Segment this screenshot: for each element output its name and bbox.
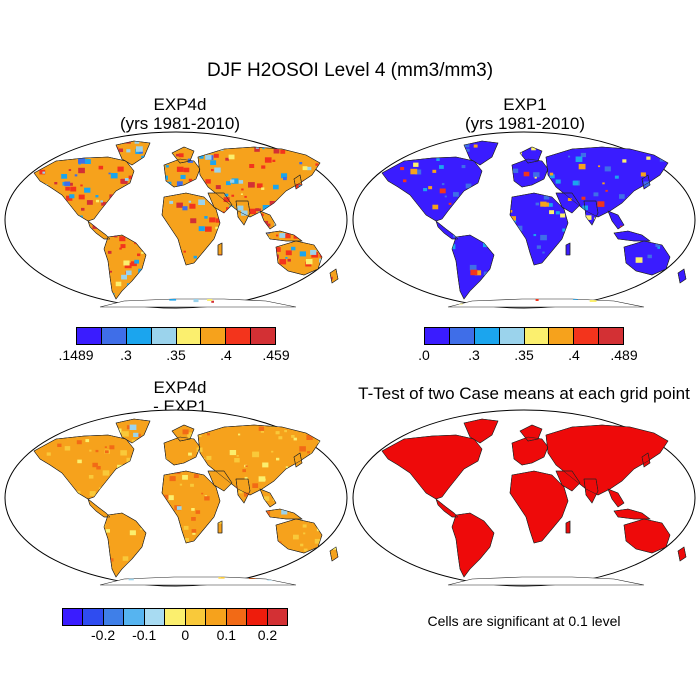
colorbar-difference-ticks: -0.2 -0.1 0 0.1 0.2 (62, 627, 288, 645)
significance-note: Cells are significant at 0.1 level (427, 613, 621, 629)
colorbar-swatch (151, 328, 177, 344)
colorbar-swatch (77, 328, 102, 344)
colorbar-tick-label: .4 (568, 347, 580, 363)
colorbar-swatch (83, 609, 104, 625)
panel-1-title: EXP4d (yrs 1981-2010) (55, 95, 305, 133)
colorbar-tick-label: .4 (220, 347, 232, 363)
colorbar-swatch (176, 328, 202, 344)
colorbar-exp4d-ticks: .1489 .3 .35 .4 .459 (58, 347, 289, 365)
colorbar-exp4d (76, 327, 276, 345)
landmass-newZealand (329, 268, 339, 284)
colorbar-exp1-ticks: .0 .3 .35 .4 .489 (418, 347, 637, 365)
colorbar-swatch (144, 609, 166, 625)
colorbar-tick-label: .489 (610, 347, 638, 363)
colorbar-tick-label: .1489 (58, 347, 94, 363)
colorbar-swatch (449, 328, 475, 344)
colorbar-tick-label: .3 (468, 347, 480, 363)
colorbar-tick-label: -0.2 (91, 627, 116, 643)
map-difference (4, 409, 348, 587)
colorbar-swatch (524, 328, 550, 344)
colorbar-swatch (267, 609, 287, 625)
map-exp4d (4, 131, 348, 309)
map-ttest (352, 409, 696, 587)
colorbar-swatch (165, 609, 186, 625)
colorbar-swatch (103, 609, 125, 625)
colorbar-swatch (425, 328, 450, 344)
panel-1-title-line2: (yrs 1981-2010) (119, 114, 240, 133)
colorbar-swatch (101, 328, 127, 344)
colorbar-tick-label: 0 (181, 627, 190, 643)
landmass-antarctic (447, 576, 645, 586)
colorbar-swatch (201, 328, 227, 344)
colorbar-tick-label: -0.1 (132, 627, 157, 643)
figure-title: DJF H2OSOI Level 4 (mm3/mm3) (206, 60, 494, 81)
colorbar-swatch (185, 609, 207, 625)
colorbar-swatch (474, 328, 500, 344)
colorbar-swatch (574, 328, 600, 344)
colorbar-swatch (247, 609, 268, 625)
colorbar-swatch (499, 328, 525, 344)
colorbar-tick-label: .35 (166, 347, 186, 363)
colorbar-swatch (599, 328, 623, 344)
colorbar-tick-label: 0.1 (216, 627, 237, 643)
colorbar-swatch (549, 328, 575, 344)
colorbar-swatch (124, 609, 145, 625)
colorbar-swatch (226, 328, 252, 344)
colorbar-exp1 (424, 327, 624, 345)
colorbar-tick-label: .35 (514, 347, 534, 363)
panel-4-title: T-Test of two Case means at each grid po… (352, 384, 696, 403)
colorbar-difference (62, 608, 288, 626)
landmass-antarctic (99, 298, 297, 308)
landmass-newZealand (677, 268, 687, 284)
panel-1-title-line1: EXP4d (153, 95, 207, 114)
colorbar-swatch (63, 609, 84, 625)
panel-2-title-line2: (yrs 1981-2010) (464, 114, 585, 133)
colorbar-swatch (251, 328, 275, 344)
colorbar-tick-label: 0.2 (257, 627, 278, 643)
landmass-newZealand (677, 546, 687, 562)
panel-4-title-line1: T-Test of two Case means at each grid po… (358, 384, 690, 403)
panel-2-title-line1: EXP1 (503, 95, 547, 114)
colorbar-tick-label: .459 (262, 347, 290, 363)
map-exp1 (352, 131, 696, 309)
panel-2-title: EXP1 (yrs 1981-2010) (400, 95, 650, 133)
colorbar-swatch (226, 609, 248, 625)
panel-3-title-line1: EXP4d (153, 378, 207, 397)
colorbar-tick-label: .3 (120, 347, 132, 363)
colorbar-swatch (206, 609, 227, 625)
colorbar-tick-label: .0 (418, 347, 430, 363)
colorbar-swatch (126, 328, 152, 344)
